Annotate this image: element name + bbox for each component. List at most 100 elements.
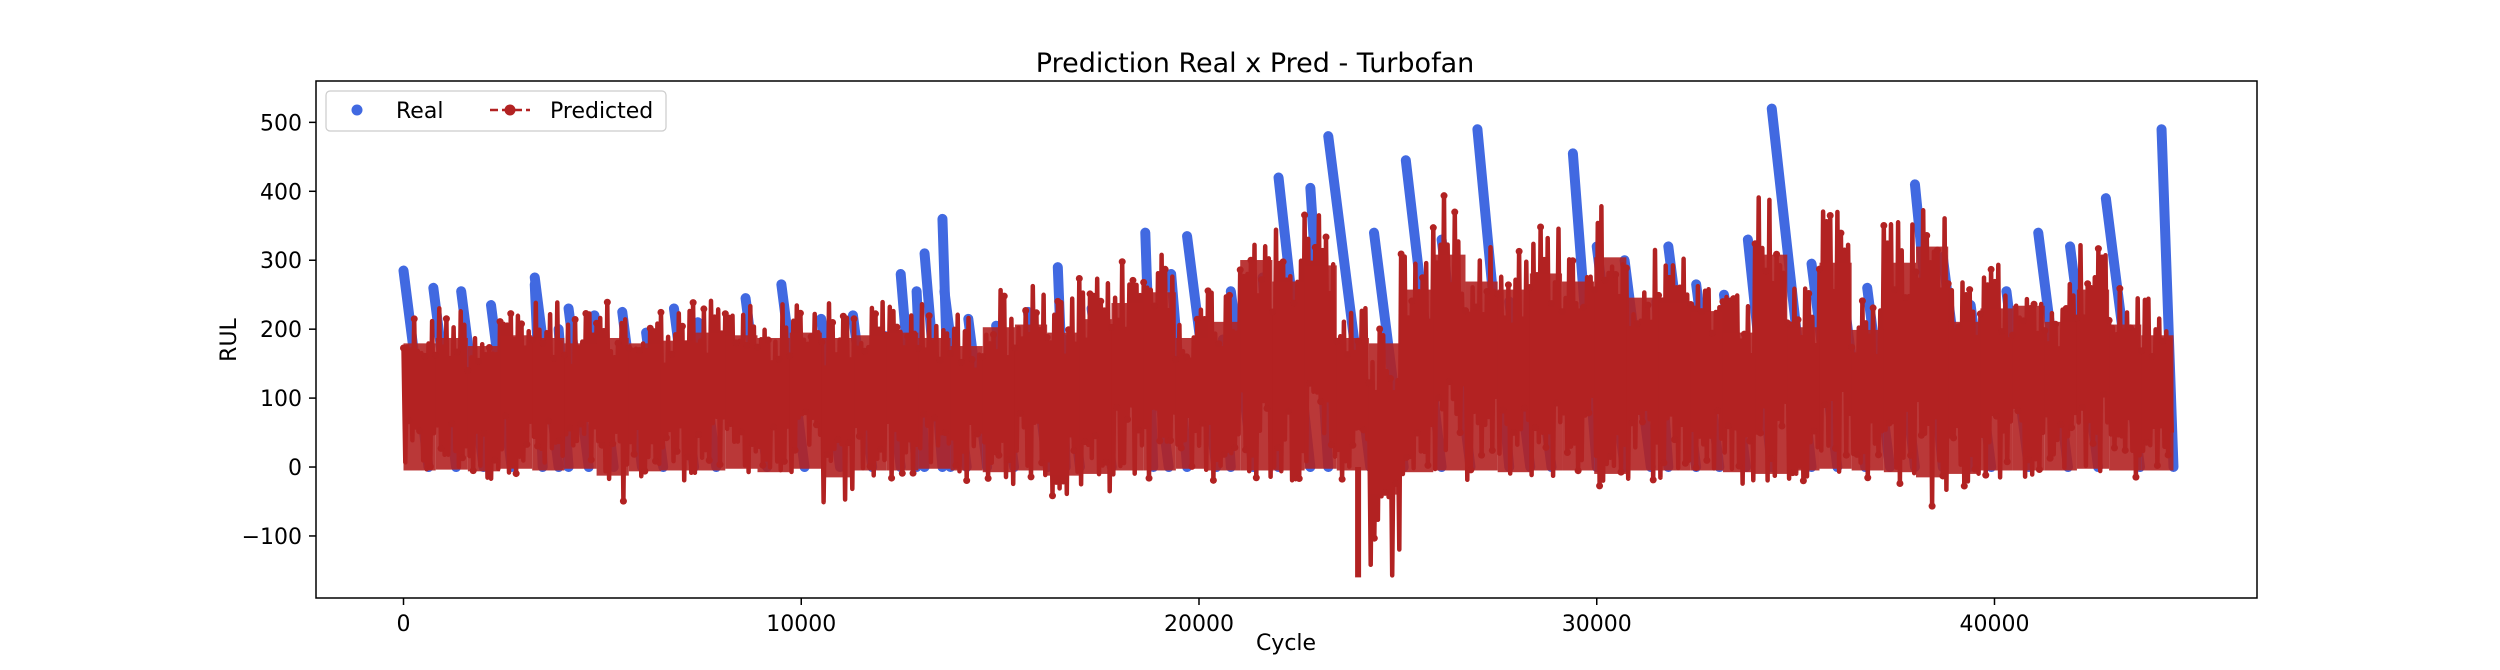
predicted-point [2062, 304, 2070, 312]
predicted-point [437, 444, 445, 452]
predicted-point [550, 354, 558, 362]
predicted-point [1933, 246, 1941, 254]
predicted-point [2116, 285, 2124, 293]
predicted-point [2035, 466, 2043, 474]
predicted-point [1966, 286, 1974, 294]
predicted-point [1692, 464, 1700, 472]
predicted-point [1370, 534, 1378, 542]
predicted-point [1199, 419, 1207, 427]
predicted-point [1284, 407, 1292, 415]
predicted-point [1397, 250, 1405, 258]
x-axis: 0 10000 20000 30000 40000 [397, 598, 2029, 637]
predicted-point [1917, 431, 1925, 439]
predicted-point [1547, 300, 1555, 308]
predicted-point [721, 310, 729, 318]
predicted-point [802, 408, 810, 416]
predicted-point [507, 310, 515, 318]
predicted-point [1499, 406, 1507, 414]
predicted-point [1048, 492, 1056, 500]
predicted-point [968, 355, 976, 363]
predicted-band [1079, 319, 1112, 474]
predicted-band [628, 343, 661, 472]
predicted-point [1402, 453, 1410, 461]
predicted-point [947, 349, 955, 357]
predicted-point [716, 461, 724, 469]
predicted-band [757, 337, 790, 473]
predicted-point [566, 424, 574, 432]
predicted-point [1815, 265, 1823, 273]
predicted-point [1333, 337, 1341, 345]
predicted-point [829, 318, 837, 326]
predicted-point [630, 450, 638, 458]
predicted-point [625, 344, 633, 352]
predicted-point [1440, 192, 1448, 200]
legend-predicted-label: Predicted [550, 99, 653, 124]
predicted-point [2121, 446, 2129, 454]
predicted-point [1252, 474, 1260, 482]
predicted-point [1274, 444, 1282, 452]
predicted-point [1065, 326, 1073, 334]
predicted-point [603, 298, 611, 306]
predicted-point [1451, 208, 1459, 216]
predicted-point [2003, 458, 2011, 466]
predicted-point [963, 477, 971, 485]
predicted-point [1059, 477, 1067, 485]
predicted-point [1794, 316, 1802, 324]
predicted-point [1778, 422, 1786, 430]
predicted-point [2100, 390, 2108, 398]
predicted-point [1740, 330, 1748, 338]
predicted-point [941, 429, 949, 437]
predicted-series [400, 192, 2174, 578]
predicted-band [1111, 303, 1144, 471]
predicted-point [400, 344, 408, 352]
predicted-point [1263, 404, 1271, 412]
predicted-point [1515, 247, 1523, 255]
predicted-point [1317, 398, 1325, 406]
predicted-point [1773, 250, 1781, 258]
predicted-point [1531, 424, 1539, 432]
predicted-band [532, 337, 565, 471]
predicted-band [693, 332, 726, 471]
predicted-point [1837, 229, 1845, 237]
predicted-point [2137, 347, 2145, 355]
legend-predicted-marker [504, 104, 516, 116]
predicted-point [1606, 452, 1614, 460]
predicted-point [1504, 281, 1512, 289]
y-tick-label: 500 [260, 111, 302, 136]
predicted-point [1070, 446, 1078, 454]
predicted-point [1338, 475, 1346, 483]
predicted-point [1687, 301, 1695, 309]
predicted-point [952, 461, 960, 469]
predicted-point [1102, 458, 1110, 466]
predicted-point [1992, 412, 2000, 420]
predicted-band [1272, 281, 1305, 471]
predicted-point [1322, 233, 1330, 241]
predicted-point [1579, 303, 1587, 311]
predicted-point [673, 447, 681, 455]
predicted-point [845, 439, 853, 447]
predicted-point [1708, 329, 1716, 337]
legend: Real Predicted [325, 90, 667, 132]
predicted-band [2044, 321, 2077, 471]
predicted-band [1626, 297, 1659, 471]
predicted-band [789, 332, 822, 469]
predicted-point [1354, 337, 1362, 345]
predicted-point [711, 314, 719, 322]
predicted-point [1145, 474, 1153, 482]
predicted-point [995, 451, 1003, 459]
predicted-point [1960, 482, 1968, 490]
predicted-point [1097, 297, 1105, 305]
plot-frame [315, 80, 2258, 599]
predicted-point [491, 456, 499, 464]
predicted-point [1000, 292, 1008, 300]
predicted-point [775, 355, 783, 363]
predicted-point [855, 432, 863, 440]
predicted-point [646, 324, 654, 332]
y-axis-label: RUL [217, 317, 242, 361]
predicted-point [807, 333, 815, 341]
predicted-band [2141, 335, 2174, 471]
predicted-point [1392, 479, 1400, 487]
predicted-point [689, 299, 697, 307]
predicted-point [1225, 291, 1233, 299]
predicted-point [1445, 378, 1453, 386]
